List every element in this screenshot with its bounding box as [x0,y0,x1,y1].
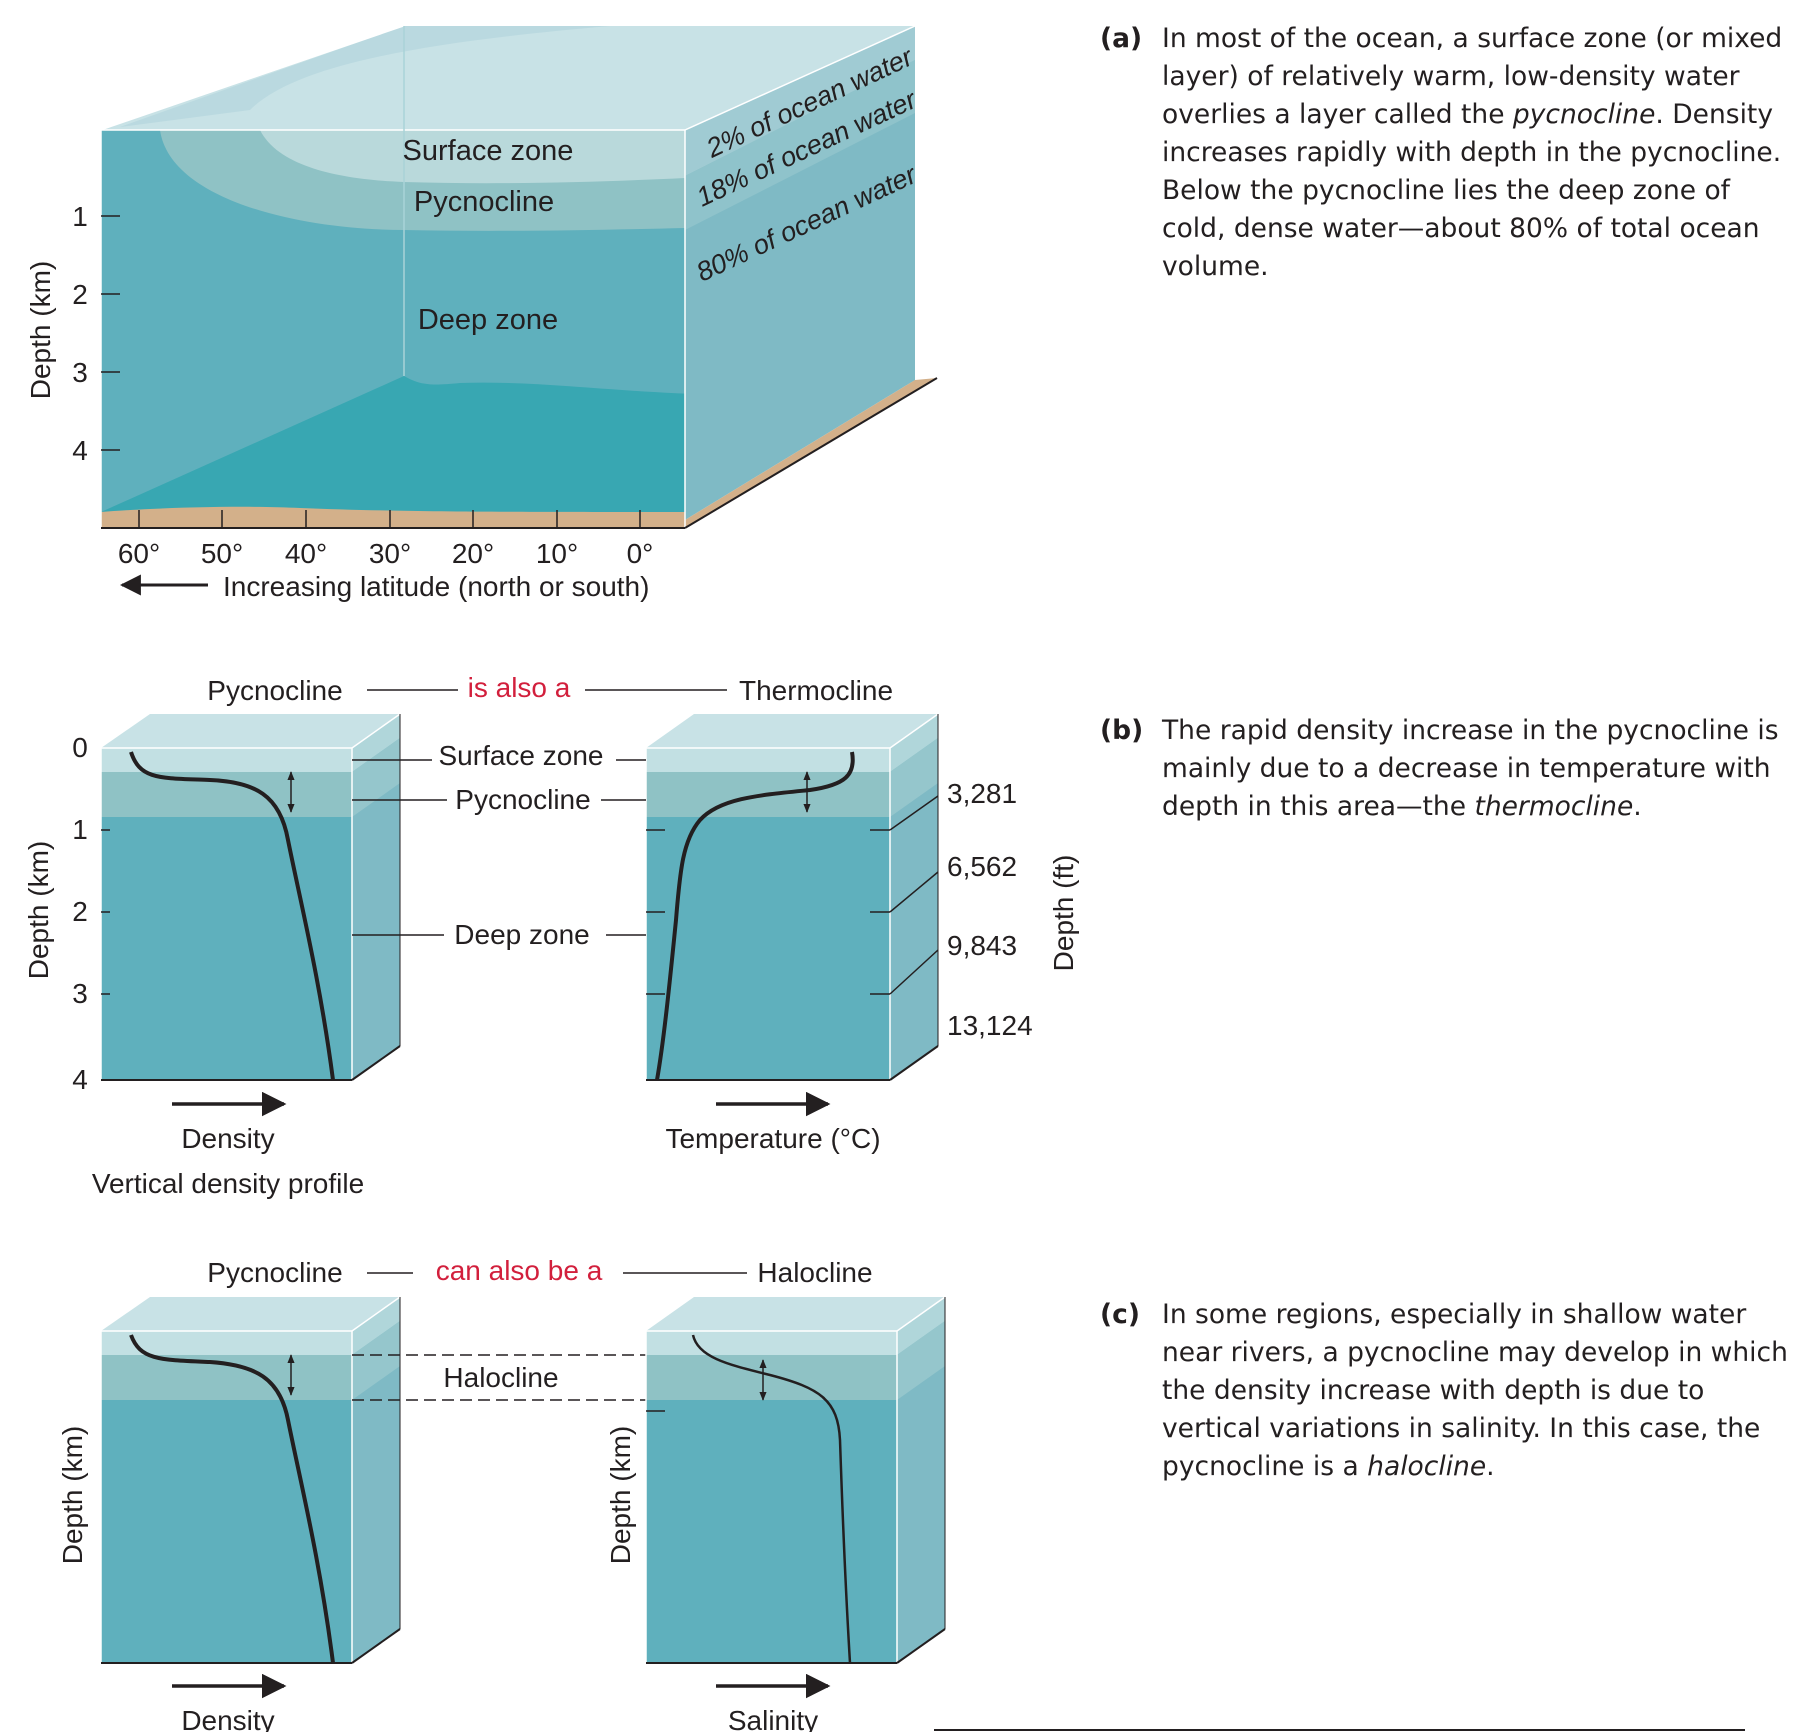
panel-b-y-axis-label: Depth (km) [23,841,54,979]
panel-c: Pycnocline can also be a Halocline Depth… [57,1255,1745,1732]
caption-b-em: thermocline [1474,791,1634,822]
panel-b-ft-axis-label: Depth (ft) [1048,855,1079,972]
panel-b-y-tick-0: 0 [72,732,88,763]
panel-a-top-face [101,26,915,130]
panel-a-y-tick-1: 1 [72,201,88,232]
panel-a-edge-back [100,25,405,131]
panel-a-y-tick-2: 2 [72,279,88,310]
panel-a-y-tick-3: 3 [72,357,88,388]
panel-a-x-axis-label: Increasing latitude (north or south) [223,571,649,602]
panel-a-x-ticks: 60° 50° 40° 30° 20° 10° 0° [118,510,654,569]
caption-b-text-1: The rapid density increase in the pycnoc… [1162,715,1779,822]
panel-b-temperature-curve [655,751,855,1081]
panel-b-ft-tick-2: 6,562 [947,851,1017,882]
panel-b-right-xlabel: Temperature (°C) [665,1123,880,1154]
caption-c-em: halocline [1367,1451,1487,1482]
panel-a-lat-40: 40° [285,538,327,569]
panel-a-side-surface [685,26,915,176]
panel-a-label-surface: Surface zone [403,135,574,167]
panel-b: Pycnocline is also a Thermocline Depth (… [23,672,1079,1199]
panel-b-zone-surface: Surface zone [439,740,604,771]
panel-c-left-block [100,1296,401,1664]
panel-b-y-tick-1: 1 [72,814,88,845]
panel-b-left-xlabel: Density [181,1123,274,1154]
panel-a-lat-10: 10° [536,538,578,569]
caption-c-tag: (c) [1100,1299,1140,1330]
panel-b-ft-axis: 3,281 6,562 9,843 13,124 Depth (ft) [889,778,1079,1041]
caption-c-text-2: . [1486,1451,1495,1482]
caption-c-text-1: In some regions, especially in shallow w… [1162,1299,1788,1482]
caption-b: (b) The rapid density increase in the py… [1100,712,1792,826]
panel-b-y-tick-4: 4 [72,1064,88,1095]
panel-b-density-curve [129,751,335,1081]
panel-a-y-tick-4: 4 [72,435,88,466]
panel-a-label-pycnocline: Pycnocline [414,186,554,218]
panel-b-left-block [100,713,401,1081]
panel-c-right-title: Halocline [757,1257,872,1288]
panel-a-edges [100,129,686,528]
panel-a-lat-30: 30° [369,538,411,569]
panel-b-ft-tick-3: 9,843 [947,930,1017,961]
panel-c-density-curve [129,1334,335,1664]
panel-c-left-y-axis-label: Depth (km) [57,1426,88,1564]
panel-b-profile-label: Vertical density profile [92,1168,364,1199]
panel-b-zone-pycnocline: Pycnocline [455,784,590,815]
panel-b-zone-leaders [352,759,646,936]
panel-b-left-title: Pycnocline [207,675,342,706]
panel-a-seafloor [101,506,685,528]
panel-a-edge-top [684,25,916,131]
panel-b-y-tick-3: 3 [72,978,88,1009]
caption-a-em: pycnocline [1512,99,1656,130]
panel-a-front-surface [260,130,685,184]
panel-c-right-block [645,1296,946,1664]
caption-c: (c) In some regions, especially in shall… [1100,1296,1792,1486]
panel-a-label-deep: Deep zone [418,304,558,336]
caption-a-tag: (a) [1100,23,1143,54]
panel-b-ft-tick-4: 13,124 [947,1010,1033,1041]
panel-b-right-block [645,713,939,1081]
panel-a-block: Surface zone Pycnocline Deep zone 2% of … [25,25,938,602]
panel-c-link-text: can also be a [436,1255,603,1286]
panel-c-salinity-curve [691,1334,852,1664]
panel-b-ft-tick-1: 3,281 [947,778,1017,809]
panel-c-left-xlabel: Density [181,1705,274,1732]
panel-a-y-axis-label: Depth (km) [25,261,56,399]
caption-b-text-2: . [1633,791,1642,822]
panel-c-right-xlabel: Salinity [728,1705,818,1732]
panel-b-right-title: Thermocline [739,675,893,706]
panel-a-lat-50: 50° [201,538,243,569]
panel-a-base-diag [684,377,938,529]
panel-a-top-highlight [120,26,610,127]
panel-a-y-ticks: 1 2 3 4 [72,201,120,466]
panel-c-mid-label: Halocline [443,1362,558,1393]
panel-b-link-text: is also a [468,672,571,703]
panel-a-lat-0: 0° [627,538,654,569]
caption-a-text-2: . Density increases rapidly with depth i… [1162,99,1782,282]
panel-a-side-pycnocline [685,60,915,230]
caption-a-text-1: In most of the ocean, a surface zone (or… [1162,23,1783,130]
panel-b-zone-deep: Deep zone [454,919,589,950]
panel-a-lat-60: 60° [118,538,160,569]
caption-a: (a) In most of the ocean, a surface zone… [1100,20,1792,286]
panel-c-left-title: Pycnocline [207,1257,342,1288]
panel-a-lat-20: 20° [452,538,494,569]
panel-b-y-tick-2: 2 [72,896,88,927]
panel-b-y-ticks: 0 1 2 3 4 [72,732,110,1095]
caption-b-tag: (b) [1100,715,1144,746]
panel-c-right-y-axis-label: Depth (km) [605,1426,636,1564]
